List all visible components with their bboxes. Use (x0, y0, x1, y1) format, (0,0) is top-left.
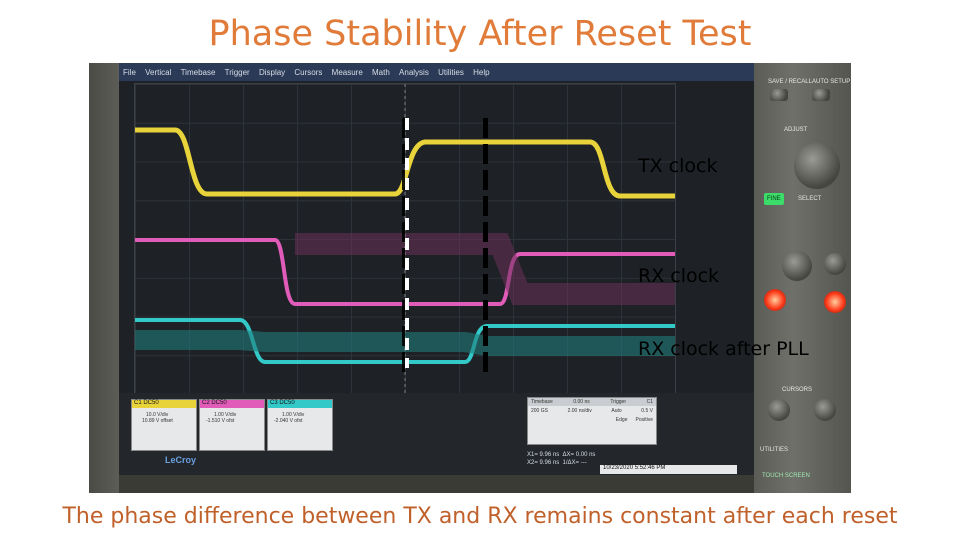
menu-item-timebase[interactable]: Timebase (180, 68, 216, 77)
utilities-label: UTILITIES (760, 447, 789, 453)
phase-marker-white (405, 118, 409, 368)
trace-rx-pll (135, 318, 675, 364)
channel-vdiv: 10.0 V/div (146, 412, 169, 418)
channel-box-header: C3 DC50 (268, 400, 332, 408)
adjust-knob[interactable] (794, 143, 840, 189)
menu-item-vertical[interactable]: Vertical (145, 68, 172, 77)
trigger-level: 0.5 V (641, 408, 653, 414)
cursor-knob-1[interactable] (768, 399, 790, 421)
timebase-value: 0.00 ns (573, 399, 590, 405)
trigger-slope: Positive (635, 417, 653, 423)
trigger-header: Trigger (610, 399, 626, 405)
label-rx-clock: RX clock (638, 265, 720, 287)
adjust-label: ADJUST (784, 127, 808, 133)
trigger-mode: Auto (611, 408, 622, 414)
channel-offset: 10.89 V offset (142, 418, 173, 424)
measure-dx: ΔX= 0.00 ns (562, 452, 596, 458)
save-recall-label: SAVE / RECALL (768, 79, 812, 85)
auto-setup-button[interactable] (812, 89, 830, 101)
channel-box-c2[interactable]: C2 DC50 1.00 V/div -1.510 V ofst (199, 399, 265, 451)
measure-x1: X1= 9.96 ns (527, 452, 560, 458)
vertical-knob[interactable] (782, 251, 812, 281)
menu-item-file[interactable]: File (123, 68, 136, 77)
menu-item-measure[interactable]: Measure (331, 68, 363, 77)
channel-offset: -2.040 V ofst (274, 418, 303, 424)
timebase-per-div: 2.00 ns/div (567, 408, 592, 414)
channel-box-c1[interactable]: C1 DC50 10.0 V/div 10.89 V offset (131, 399, 197, 451)
channel-vdiv: 1.00 V/div (282, 412, 305, 418)
channel-box-header: C1 DC50 (132, 400, 196, 408)
scope-info-panel: C1 DC50 10.0 V/div 10.89 V offset C2 DC5… (119, 393, 754, 475)
timebase-header: Timebase (531, 399, 553, 405)
scope-datetime: 10/23/2020 5:52:46 PM (600, 465, 737, 474)
trace-rx-clock-noise (295, 233, 675, 305)
timebase-sample-rate: 200 GS (531, 408, 548, 414)
phase-marker-black-left (402, 118, 405, 373)
slide-caption: The phase difference between TX and RX r… (62, 504, 898, 529)
auto-setup-label: AUTO SETUP (812, 79, 851, 85)
menu-item-cursors[interactable]: Cursors (294, 68, 323, 77)
menu-item-help[interactable]: Help (473, 68, 490, 77)
label-tx-clock: TX clock (638, 155, 718, 177)
menu-item-math[interactable]: Math (372, 68, 390, 77)
cursor-measurements: X1= 9.96 ns ΔX= 0.00 ns X2= 9.96 ns 1/ΔX… (527, 451, 595, 467)
channel-box-header: C2 DC50 (200, 400, 264, 408)
measure-x2: X2= 9.96 ns (527, 460, 560, 466)
channel-led-red-2[interactable] (824, 291, 846, 313)
channel-offset: -1.510 V ofst (206, 418, 235, 424)
offset-knob[interactable] (824, 253, 846, 275)
label-rx-clock-after-pll: RX clock after PLL (638, 338, 809, 360)
measure-inv-dx: 1/ΔX= --- (562, 460, 587, 466)
menu-item-trigger[interactable]: Trigger (224, 68, 250, 77)
channel-vdiv: 1.00 V/div (214, 412, 237, 418)
trace-rx-pll-noise (135, 330, 675, 356)
timebase-trigger-box[interactable]: Timebase 0.00 ns Trigger C1 200 GS 2.00 … (527, 397, 657, 445)
slide-title: Phase Stability After Reset Test (208, 14, 752, 54)
scope-control-panel: SAVE / RECALL AUTO SETUP ADJUST FINE SEL… (754, 63, 851, 493)
channel-box-c3[interactable]: C3 DC50 1.00 V/div -2.040 V ofst (267, 399, 333, 451)
channel-led-red[interactable] (764, 289, 786, 311)
touch-screen-label: TOUCH SCREEN (762, 473, 810, 479)
menu-item-analysis[interactable]: Analysis (399, 68, 429, 77)
select-label: SELECT (798, 196, 822, 202)
fine-button[interactable] (764, 193, 784, 205)
cursor-knob-2[interactable] (814, 399, 836, 421)
scope-menu-bar: File Vertical Timebase Trigger Display C… (119, 63, 754, 81)
cursors-label: CURSORS (782, 387, 813, 393)
trigger-type: Edge (615, 417, 628, 423)
lecroy-logo: LeCroy (165, 455, 197, 465)
save-recall-button[interactable] (770, 89, 788, 101)
phase-marker-black-right (483, 118, 488, 373)
menu-item-utilities[interactable]: Utilities (438, 68, 464, 77)
fine-label: FINE (767, 196, 781, 202)
scope-bezel-left (89, 63, 119, 493)
oscilloscope-photo: File Vertical Timebase Trigger Display C… (89, 63, 851, 493)
menu-item-display[interactable]: Display (258, 68, 286, 77)
trigger-channel: C1 (646, 399, 653, 405)
